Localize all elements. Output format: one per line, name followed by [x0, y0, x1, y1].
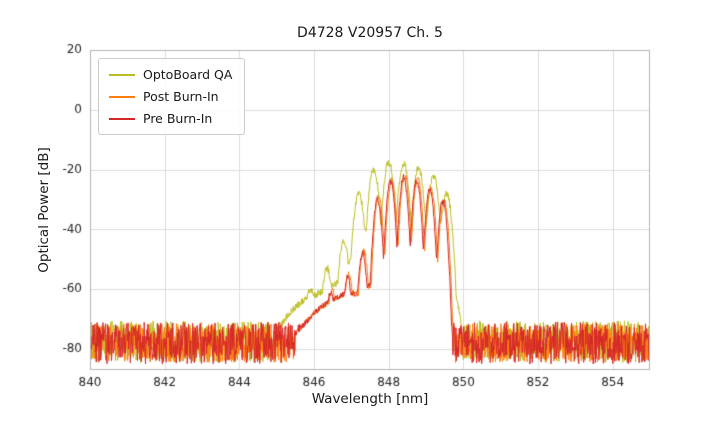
legend-line-swatch — [109, 73, 135, 76]
legend-line-swatch — [109, 95, 135, 98]
legend-label: Post Burn-In — [143, 89, 219, 104]
x-axis-label: Wavelength [nm] — [311, 391, 429, 407]
legend-item-post-burn-in: Post Burn-In — [109, 89, 232, 104]
legend-label: OptoBoard QA — [143, 67, 233, 82]
legend: OptoBoard QA Post Burn-In Pre Burn-In — [98, 58, 246, 135]
legend-item-pre-burn-in: Pre Burn-In — [109, 111, 232, 126]
y-axis-label: Optical Power [dB] — [36, 147, 52, 273]
legend-label: Pre Burn-In — [143, 111, 213, 126]
legend-item-optoboard-qa: OptoBoard QA — [109, 67, 232, 82]
legend-line-swatch — [109, 117, 135, 120]
chart-title: D4728 V20957 Ch. 5 — [297, 25, 443, 41]
